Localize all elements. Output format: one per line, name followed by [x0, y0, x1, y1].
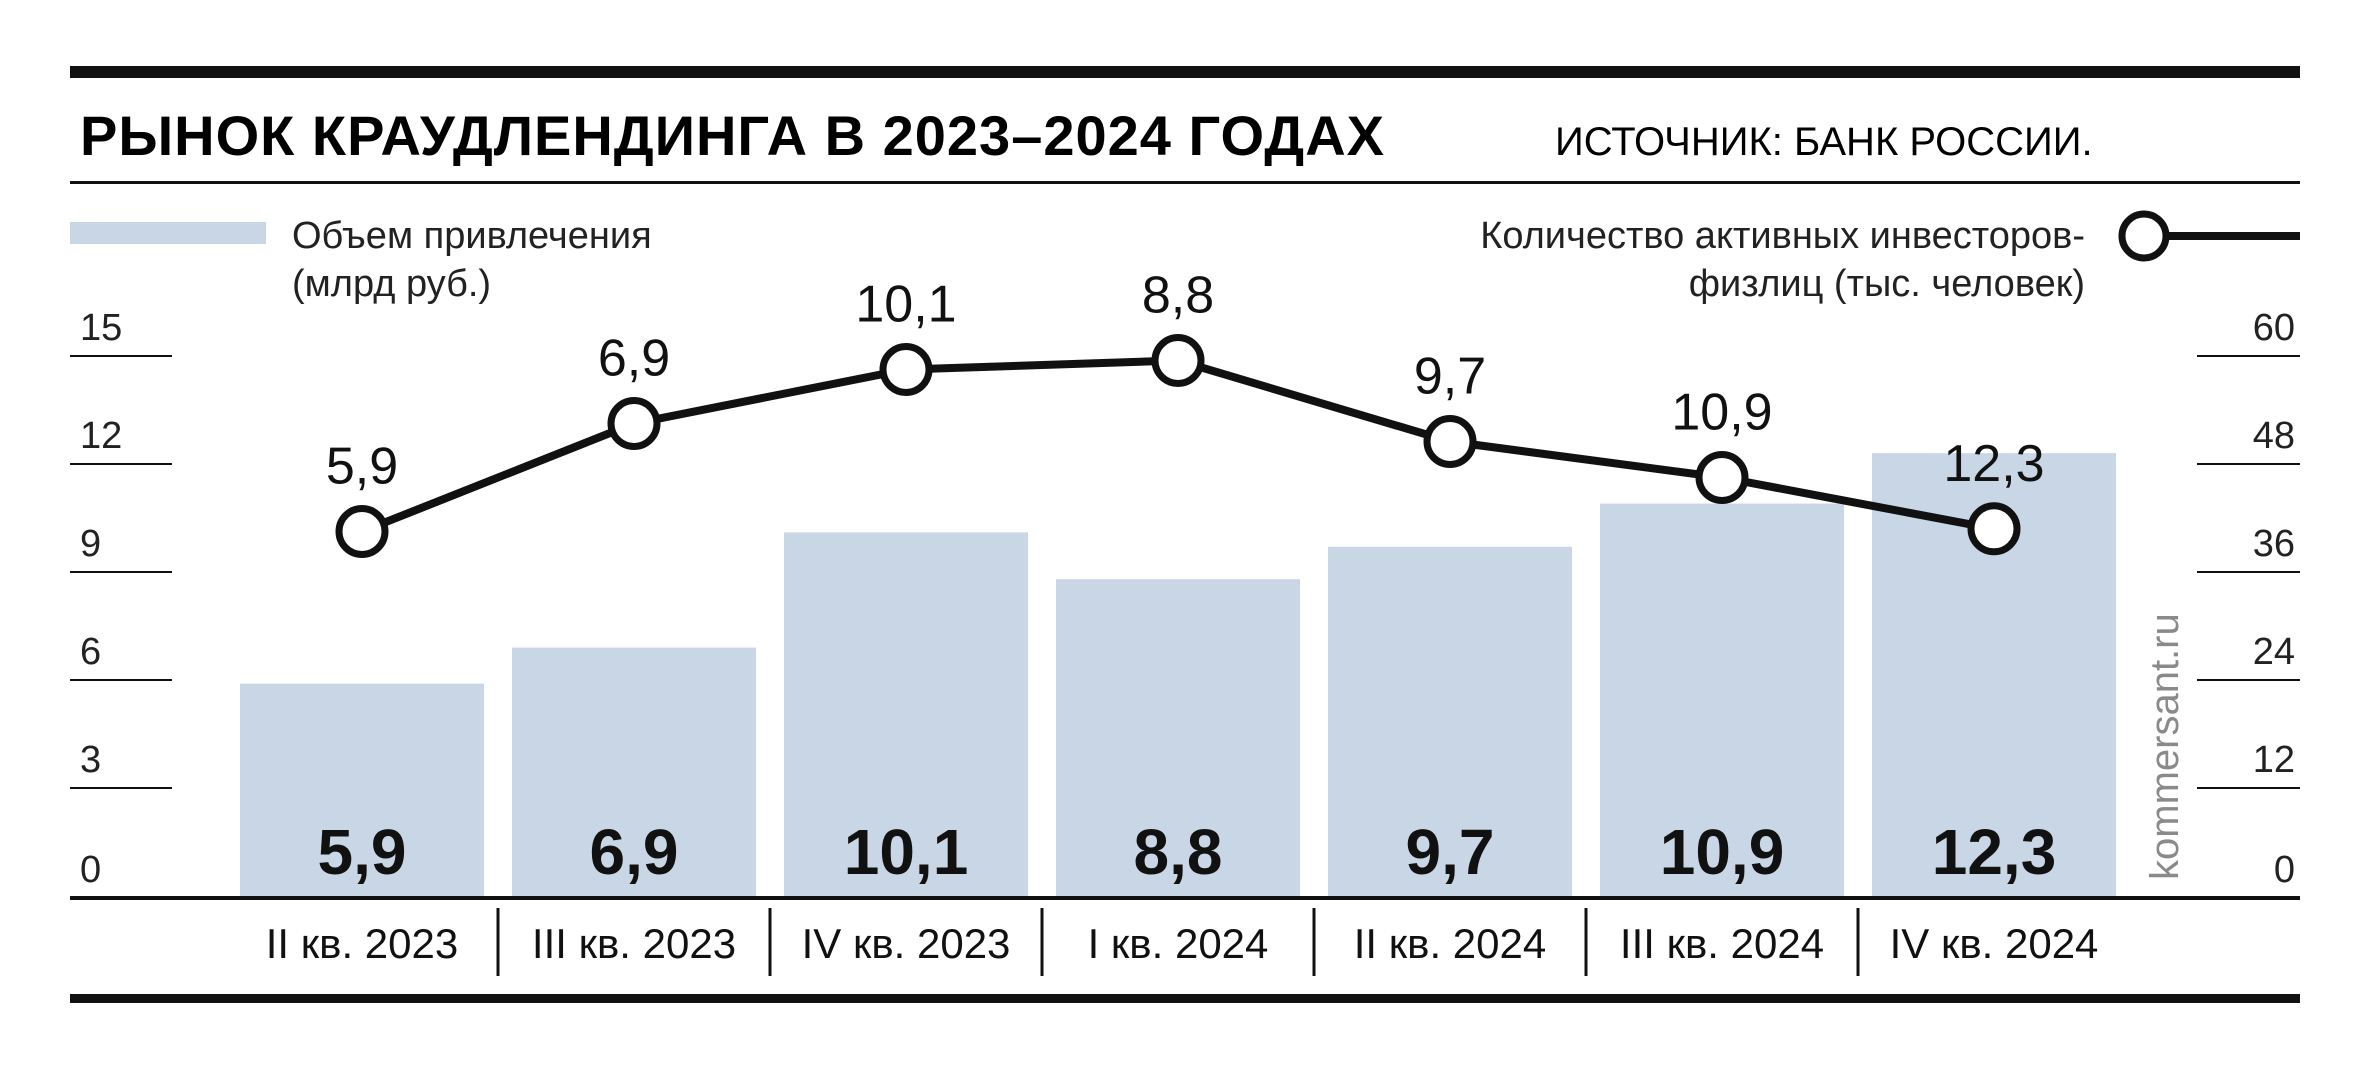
legend-bars-line2: (млрд руб.): [292, 263, 491, 305]
bars: 5,9 6,9 10,1 8,8 9,7 10,9 12,3: [240, 453, 2116, 896]
category-label: IV кв. 2024: [1890, 920, 2099, 967]
line-point: [607, 397, 661, 450]
category-label: II кв. 2024: [1354, 920, 1546, 967]
line-point-label: 10,9: [1671, 384, 1772, 442]
legend-line-line1: Количество активных инвесторов-: [1480, 215, 2085, 257]
category-label: I кв. 2024: [1088, 920, 1269, 967]
category-label: IV кв. 2023: [802, 920, 1011, 967]
x-axis: II кв. 2023 III кв. 2023 IV кв. 2023 I кв. …: [70, 896, 2300, 976]
line-point: [1695, 451, 1749, 504]
top-rule: [70, 66, 2300, 78]
category-label: II кв. 2023: [266, 920, 458, 967]
x-axis-line: [70, 896, 2300, 900]
bar-value-label: 9,7: [1406, 816, 1495, 888]
bar-value-label: 10,1: [844, 816, 969, 888]
legend-bars-line1: Объем привлечения: [292, 215, 652, 257]
line-point: [335, 505, 389, 558]
bar: [1328, 546, 1572, 896]
left-axis: 0 3 6 9 12 15: [70, 307, 172, 891]
right-tick-label: 36: [2253, 523, 2295, 565]
bar-value-label: 12,3: [1932, 816, 2057, 888]
bar: [1056, 579, 1300, 896]
line-point-label: 5,9: [326, 438, 398, 496]
line-point: [1151, 334, 1205, 387]
category-label: III кв. 2023: [532, 920, 736, 967]
line-point-label: 9,7: [1414, 348, 1486, 406]
bar: [512, 647, 756, 896]
left-tick-label: 6: [80, 631, 101, 673]
chart-title: РЫНОК КРАУДЛЕНДИНГА В 2023–2024 ГОДАХ: [80, 104, 1385, 167]
line-point-label: 12,3: [1943, 435, 2044, 493]
bar-value-label: 8,8: [1134, 816, 1223, 888]
watermark: kommersant.ru: [2143, 613, 2187, 880]
left-tick-label: 9: [80, 523, 101, 565]
bar: [1600, 503, 1844, 896]
bar-value-label: 10,9: [1660, 816, 1785, 888]
right-tick-label: 24: [2253, 631, 2295, 673]
line-point: [879, 343, 933, 396]
bar: [240, 683, 484, 896]
bar-value-label: 6,9: [590, 816, 679, 888]
left-tick-label: 12: [80, 415, 122, 457]
right-tick-label: 12: [2253, 739, 2295, 781]
line-point: [1423, 415, 1477, 468]
bar: [784, 532, 1028, 896]
right-tick-label: 0: [2274, 849, 2295, 891]
right-tick-label: 60: [2253, 307, 2295, 349]
right-tick-label: 48: [2253, 415, 2295, 457]
left-tick-label: 15: [80, 307, 122, 349]
source-note: ИСТОЧНИК: БАНК РОССИИ.: [1555, 120, 2093, 164]
line-series: 5,9 6,9 10,1 8,8 9,7 10,9 12,3: [326, 267, 2045, 558]
line-point-label: 8,8: [1142, 267, 1214, 325]
legend-line-line2: физлиц (тыс. человек): [1689, 263, 2085, 305]
line-point-label: 6,9: [598, 330, 670, 388]
left-tick-label: 3: [80, 739, 101, 781]
line-point: [1967, 502, 2021, 556]
legend-marker-icon: [2118, 210, 2170, 262]
header-rule: [70, 181, 2300, 184]
category-label: III кв. 2024: [1620, 920, 1824, 967]
bottom-rule: [70, 994, 2300, 1003]
line-point-label: 10,1: [855, 276, 956, 334]
left-tick-label: 0: [80, 849, 101, 891]
bar-value-label: 5,9: [318, 816, 407, 888]
right-axis: 0 12 24 36 48 60: [2197, 307, 2300, 891]
legend-bar-swatch: [70, 222, 266, 244]
